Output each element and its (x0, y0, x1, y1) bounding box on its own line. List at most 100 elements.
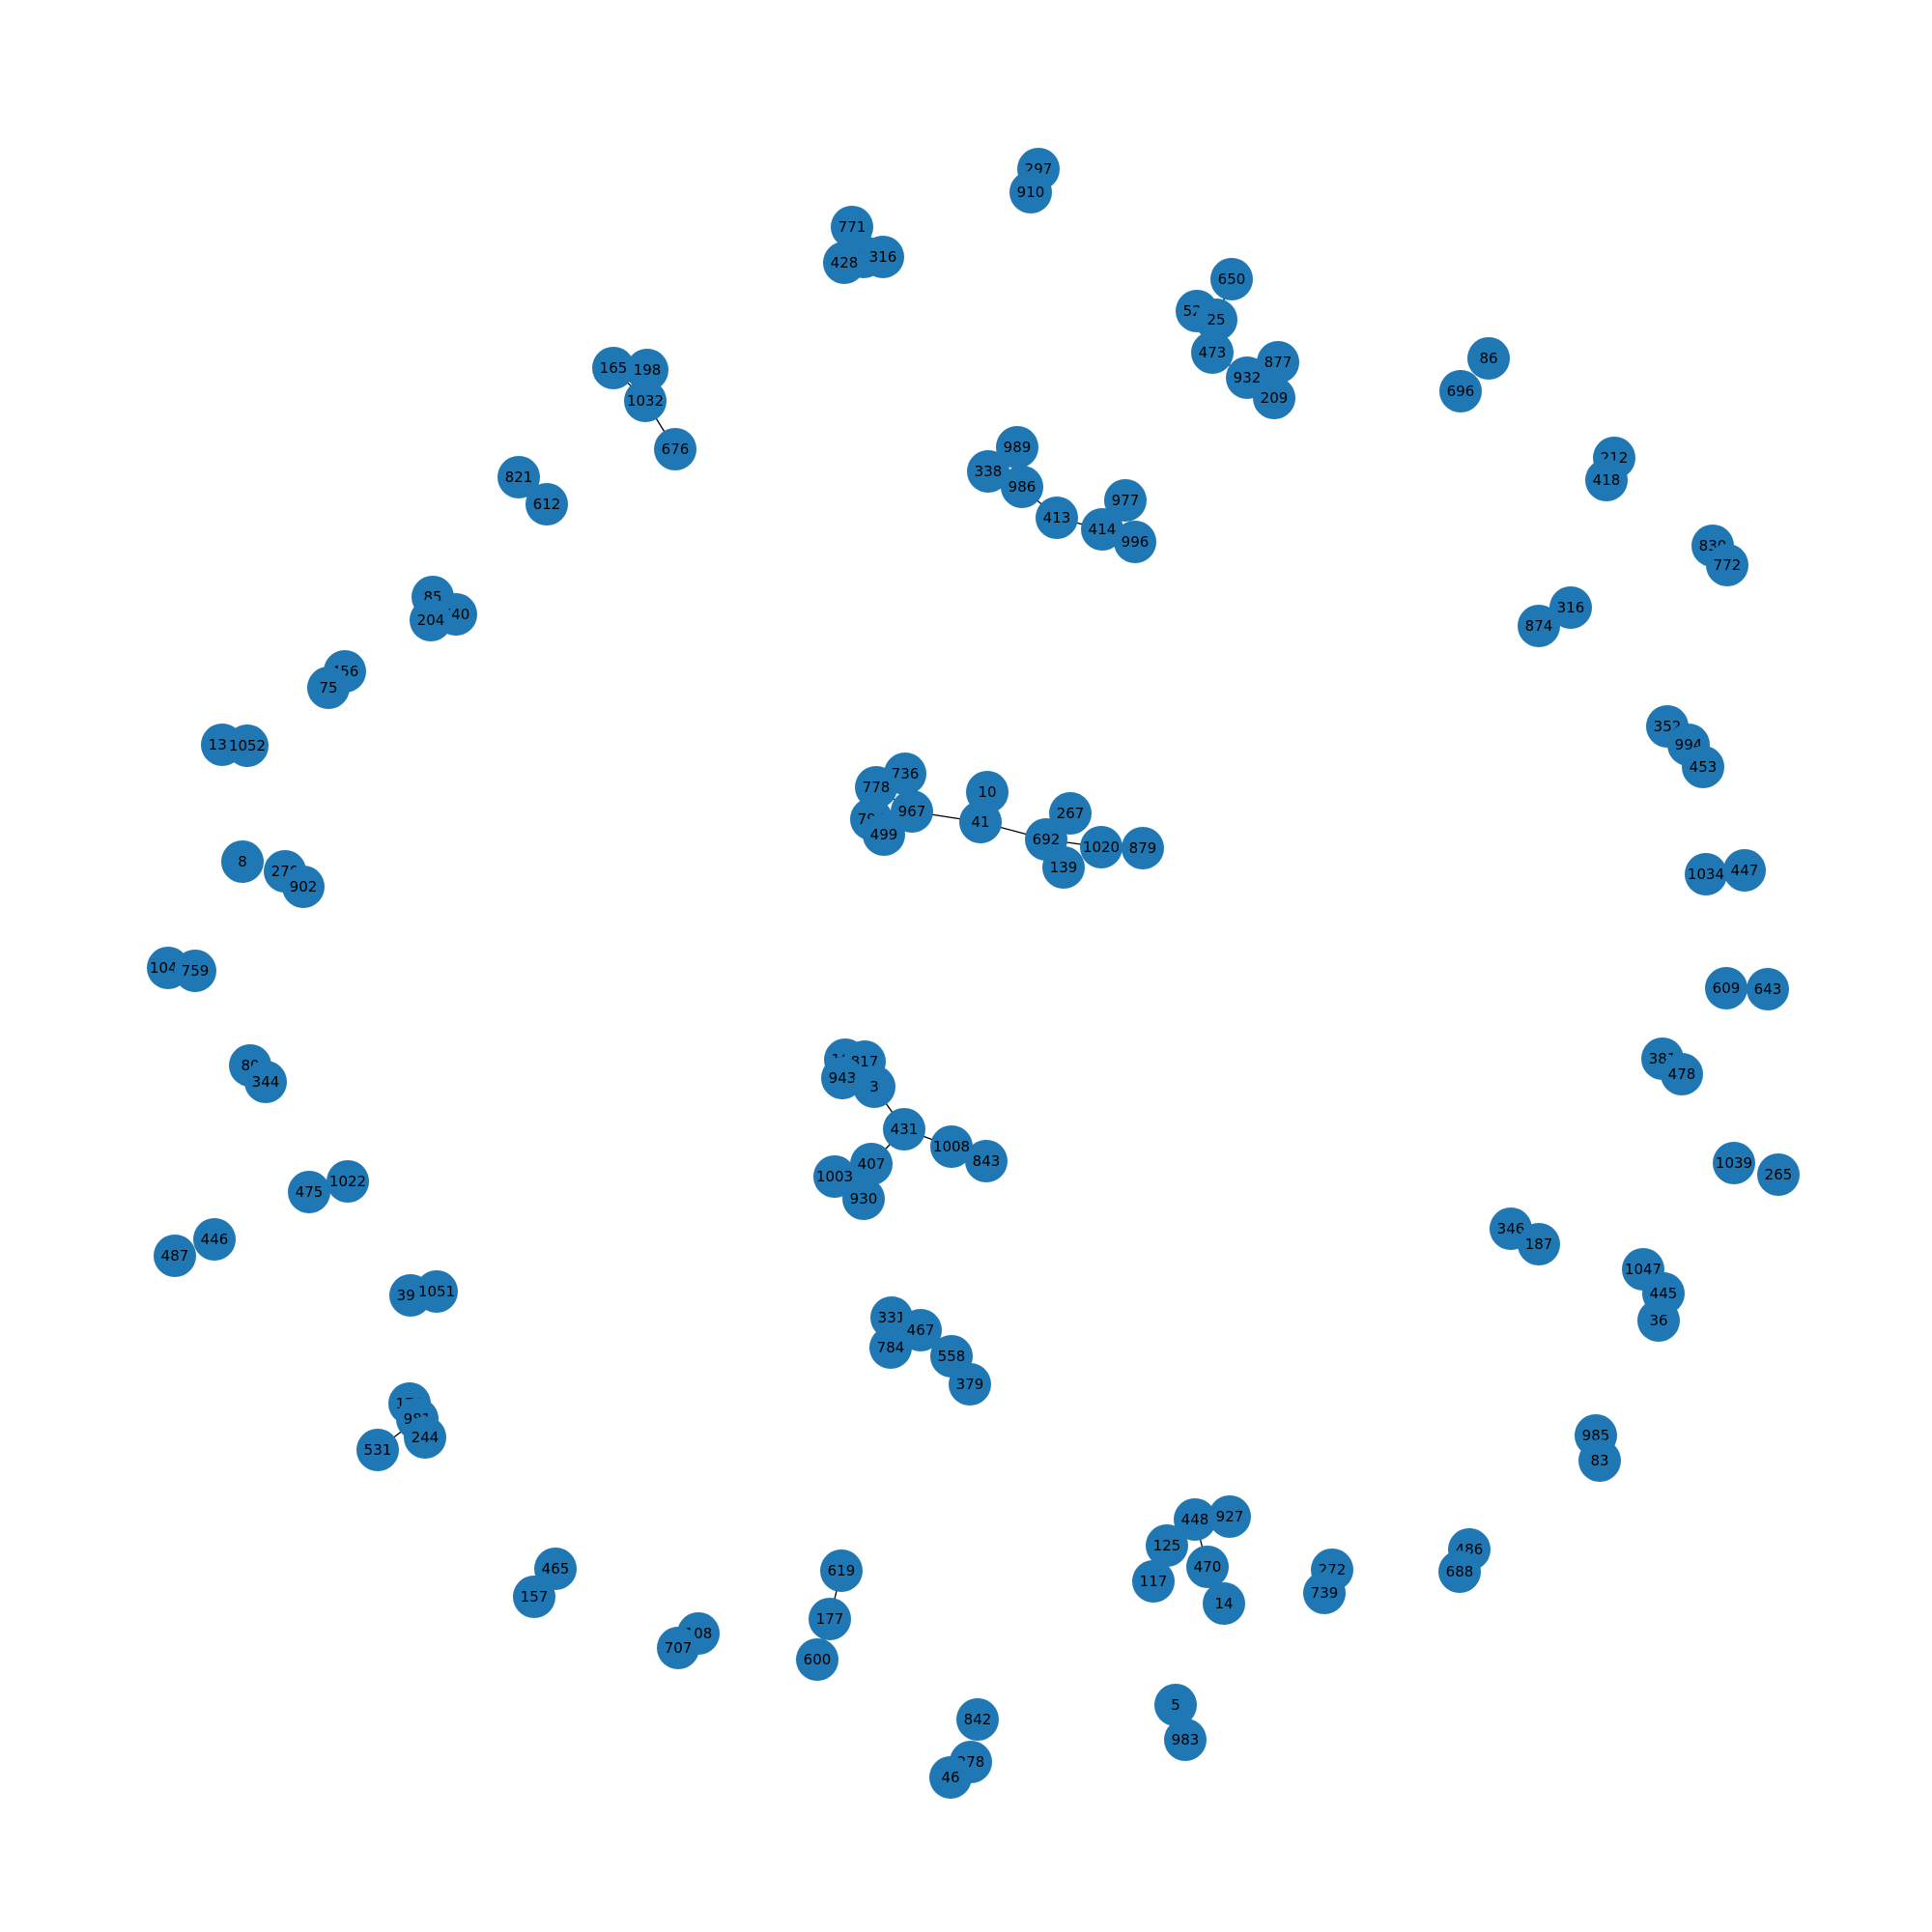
node-layer: 2979107719033164286505272547387793220986… (147, 148, 1800, 1799)
node-label: 986 (1009, 478, 1037, 496)
node-label: 448 (1181, 1511, 1209, 1528)
node-label: 643 (1754, 980, 1782, 998)
node-36: 36 (1637, 1299, 1680, 1342)
node-431: 431 (883, 1108, 925, 1151)
node-label: 1032 (627, 392, 664, 410)
node-circle (813, 1155, 856, 1198)
node-label: 346 (1497, 1220, 1525, 1237)
node-1003: 1003 (813, 1155, 856, 1198)
node-circle (863, 813, 905, 856)
node-circle (1706, 544, 1748, 586)
node-label: 771 (838, 218, 867, 236)
node-circle (1132, 1560, 1175, 1603)
node-circle (821, 1057, 864, 1099)
node-label: 265 (1765, 1166, 1793, 1183)
node-label: 609 (1713, 980, 1741, 997)
node-8: 8 (221, 840, 264, 883)
node-75: 75 (307, 667, 350, 709)
node-910: 910 (1009, 171, 1052, 213)
node-label: 414 (1089, 521, 1117, 538)
node-circle (244, 1061, 287, 1103)
node-circle (1186, 1546, 1229, 1588)
node-label: 465 (542, 1560, 570, 1577)
node-996: 996 (1114, 521, 1156, 563)
node-circle (410, 599, 452, 641)
node-478: 478 (1661, 1053, 1703, 1095)
node-label: 447 (1731, 862, 1759, 879)
node-circle (1122, 827, 1164, 869)
node-circle (307, 667, 350, 709)
node-circle (415, 1270, 458, 1313)
node-label: 1022 (329, 1173, 366, 1190)
node-circle (624, 380, 667, 422)
node-label: 650 (1218, 270, 1246, 288)
node-989: 989 (996, 426, 1038, 469)
node-1034: 1034 (1685, 853, 1727, 895)
node-label: 467 (907, 1321, 935, 1339)
node-983: 983 (1164, 1719, 1207, 1761)
node-label: 1003 (816, 1168, 853, 1185)
node-circle (1191, 331, 1234, 374)
node-label: 41 (971, 813, 989, 831)
node-label: 470 (1194, 1558, 1222, 1576)
node-circle (1713, 1142, 1755, 1184)
node-label: 619 (828, 1562, 856, 1579)
node-label: 930 (850, 1190, 878, 1208)
node-label: 772 (1714, 556, 1742, 574)
node-label: 1034 (1688, 866, 1724, 883)
node-265: 265 (1757, 1153, 1800, 1196)
node-177: 177 (809, 1598, 851, 1640)
node-label: 446 (201, 1231, 229, 1248)
node-139: 139 (1042, 846, 1085, 889)
node-circle (965, 1140, 1008, 1182)
node-circle (1009, 171, 1052, 213)
node-circle (1203, 1582, 1245, 1625)
node-label: 177 (816, 1610, 844, 1628)
node-circle (1682, 746, 1724, 788)
node-label: 879 (1129, 839, 1157, 857)
node-117: 117 (1132, 1560, 1175, 1603)
node-874: 874 (1518, 605, 1560, 647)
node-circle (1518, 605, 1560, 647)
node-label: 736 (892, 765, 920, 782)
node-circle (193, 1218, 236, 1261)
node-418: 418 (1585, 459, 1628, 501)
node-circle (930, 1125, 973, 1168)
node-688: 688 (1438, 1550, 1481, 1593)
node-label: 379 (956, 1376, 984, 1393)
node-label: 707 (665, 1639, 693, 1657)
node-label: 331 (878, 1309, 906, 1326)
node-1032: 1032 (624, 380, 667, 422)
node-label: 967 (898, 803, 926, 820)
node-label: 739 (1311, 1584, 1339, 1602)
node-circle (959, 801, 1002, 843)
node-circle (404, 1416, 446, 1459)
node-label: 244 (412, 1429, 440, 1446)
node-label: 445 (1650, 1285, 1678, 1302)
node-circle (526, 483, 568, 526)
node-circle (1438, 1550, 1481, 1593)
node-circle (949, 1363, 991, 1406)
node-643: 643 (1747, 968, 1789, 1010)
node-circle (154, 1235, 196, 1277)
node-619: 619 (820, 1549, 863, 1592)
node-circle (996, 426, 1038, 469)
node-label: 927 (1216, 1508, 1244, 1525)
node-circle (796, 1638, 838, 1681)
node-circle (1164, 1719, 1207, 1761)
node-circle (497, 456, 540, 498)
node-label: 821 (505, 469, 533, 486)
node-986: 986 (1001, 466, 1043, 508)
node-label: 428 (831, 254, 859, 271)
node-label: 1052 (229, 737, 266, 754)
node-circle (842, 1178, 885, 1220)
node-600: 600 (796, 1638, 838, 1681)
node-label: 418 (1593, 471, 1621, 489)
node-label: 209 (1261, 389, 1289, 407)
node-531: 531 (356, 1429, 399, 1471)
node-circle (1757, 1153, 1800, 1196)
node-14: 14 (1203, 1582, 1245, 1625)
node-label: 487 (161, 1247, 189, 1264)
node-label: 784 (877, 1339, 905, 1356)
node-circle (1081, 508, 1123, 551)
